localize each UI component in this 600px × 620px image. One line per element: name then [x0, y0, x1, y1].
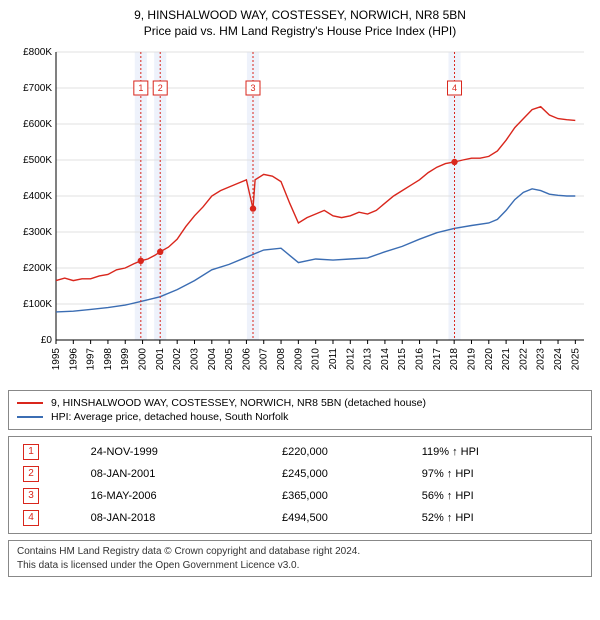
svg-text:2015: 2015	[397, 348, 408, 371]
svg-text:2023: 2023	[536, 348, 547, 371]
svg-text:2006: 2006	[241, 348, 252, 371]
event-price: £365,000	[276, 485, 416, 507]
legend-swatch-icon	[17, 402, 43, 404]
svg-text:1998: 1998	[103, 348, 114, 371]
svg-text:1999: 1999	[120, 348, 131, 371]
svg-text:2008: 2008	[276, 348, 287, 371]
svg-text:2001: 2001	[155, 348, 166, 371]
legend-swatch-icon	[17, 416, 43, 418]
event-pct: 97% ↑ HPI	[416, 463, 583, 485]
event-pct: 56% ↑ HPI	[416, 485, 583, 507]
event-marker-icon: 1	[23, 444, 39, 460]
svg-text:£300K: £300K	[23, 227, 52, 238]
event-price: £494,500	[276, 507, 416, 529]
event-date: 24-NOV-1999	[85, 441, 276, 463]
event-date: 08-JAN-2001	[85, 463, 276, 485]
legend-item: HPI: Average price, detached house, Sout…	[17, 411, 583, 423]
svg-text:2003: 2003	[189, 348, 200, 371]
table-row: 2 08-JAN-2001 £245,000 97% ↑ HPI	[17, 463, 583, 485]
svg-text:£800K: £800K	[23, 47, 52, 58]
svg-text:2013: 2013	[363, 348, 374, 371]
svg-text:2021: 2021	[501, 348, 512, 371]
svg-text:£100K: £100K	[23, 299, 52, 310]
svg-text:1: 1	[138, 83, 143, 93]
legend-item: 9, HINSHALWOOD WAY, COSTESSEY, NORWICH, …	[17, 397, 583, 409]
event-price: £220,000	[276, 441, 416, 463]
credits: Contains HM Land Registry data © Crown c…	[8, 540, 592, 577]
svg-text:2005: 2005	[224, 348, 235, 371]
svg-text:2002: 2002	[172, 348, 183, 371]
table-row: 3 16-MAY-2006 £365,000 56% ↑ HPI	[17, 485, 583, 507]
event-price: £245,000	[276, 463, 416, 485]
svg-text:£200K: £200K	[23, 263, 52, 274]
svg-text:2010: 2010	[311, 348, 322, 371]
svg-text:£0: £0	[41, 335, 53, 346]
svg-text:2014: 2014	[380, 348, 391, 371]
svg-text:2016: 2016	[415, 348, 426, 371]
title-line-1: 9, HINSHALWOOD WAY, COSTESSEY, NORWICH, …	[8, 8, 592, 22]
svg-text:2004: 2004	[207, 348, 218, 371]
plot-area: £0 £100K £200K £300K £400K £500K £600K £700K £80…	[8, 44, 592, 384]
table-row: 4 08-JAN-2018 £494,500 52% ↑ HPI	[17, 507, 583, 529]
event-pct: 119% ↑ HPI	[416, 441, 583, 463]
legend-label: HPI: Average price, detached house, Sout…	[51, 411, 288, 423]
event-marker-icon: 4	[23, 510, 39, 526]
legend: 9, HINSHALWOOD WAY, COSTESSEY, NORWICH, …	[8, 390, 592, 430]
title-line-2: Price paid vs. HM Land Registry's House …	[8, 24, 592, 38]
event-marker-cell: 2	[17, 463, 85, 485]
event-date: 16-MAY-2006	[85, 485, 276, 507]
svg-text:2: 2	[158, 83, 163, 93]
chart-title-block: 9, HINSHALWOOD WAY, COSTESSEY, NORWICH, …	[8, 8, 592, 38]
svg-text:2009: 2009	[293, 348, 304, 371]
svg-text:£700K: £700K	[23, 83, 52, 94]
svg-text:2022: 2022	[518, 348, 529, 371]
svg-text:2017: 2017	[432, 348, 443, 371]
svg-text:2025: 2025	[570, 348, 581, 371]
svg-text:£500K: £500K	[23, 155, 52, 166]
svg-text:£400K: £400K	[23, 191, 52, 202]
line-chart-svg: £0 £100K £200K £300K £400K £500K £600K £700K £80…	[8, 44, 592, 384]
credits-line-1: Contains HM Land Registry data © Crown c…	[17, 545, 583, 559]
svg-text:2024: 2024	[553, 348, 564, 371]
svg-text:4: 4	[452, 83, 457, 93]
svg-text:2020: 2020	[484, 348, 495, 371]
svg-text:3: 3	[250, 83, 255, 93]
table-row: 1 24-NOV-1999 £220,000 119% ↑ HPI	[17, 441, 583, 463]
svg-text:2000: 2000	[138, 348, 149, 371]
svg-text:2019: 2019	[466, 348, 477, 371]
credits-line-2: This data is licensed under the Open Gov…	[17, 559, 583, 573]
event-marker-icon: 2	[23, 466, 39, 482]
svg-text:1995: 1995	[51, 348, 62, 371]
event-marker-cell: 4	[17, 507, 85, 529]
svg-text:2007: 2007	[259, 348, 270, 371]
svg-text:2018: 2018	[449, 348, 460, 371]
svg-text:1997: 1997	[86, 348, 97, 371]
transactions-table: 1 24-NOV-1999 £220,000 119% ↑ HPI 2 08-J…	[8, 436, 592, 534]
legend-label: 9, HINSHALWOOD WAY, COSTESSEY, NORWICH, …	[51, 397, 426, 409]
svg-text:2012: 2012	[345, 348, 356, 371]
event-marker-cell: 3	[17, 485, 85, 507]
event-marker-cell: 1	[17, 441, 85, 463]
event-marker-icon: 3	[23, 488, 39, 504]
event-pct: 52% ↑ HPI	[416, 507, 583, 529]
event-date: 08-JAN-2018	[85, 507, 276, 529]
svg-text:1996: 1996	[68, 348, 79, 371]
svg-text:2011: 2011	[328, 348, 339, 370]
svg-text:£600K: £600K	[23, 119, 52, 130]
